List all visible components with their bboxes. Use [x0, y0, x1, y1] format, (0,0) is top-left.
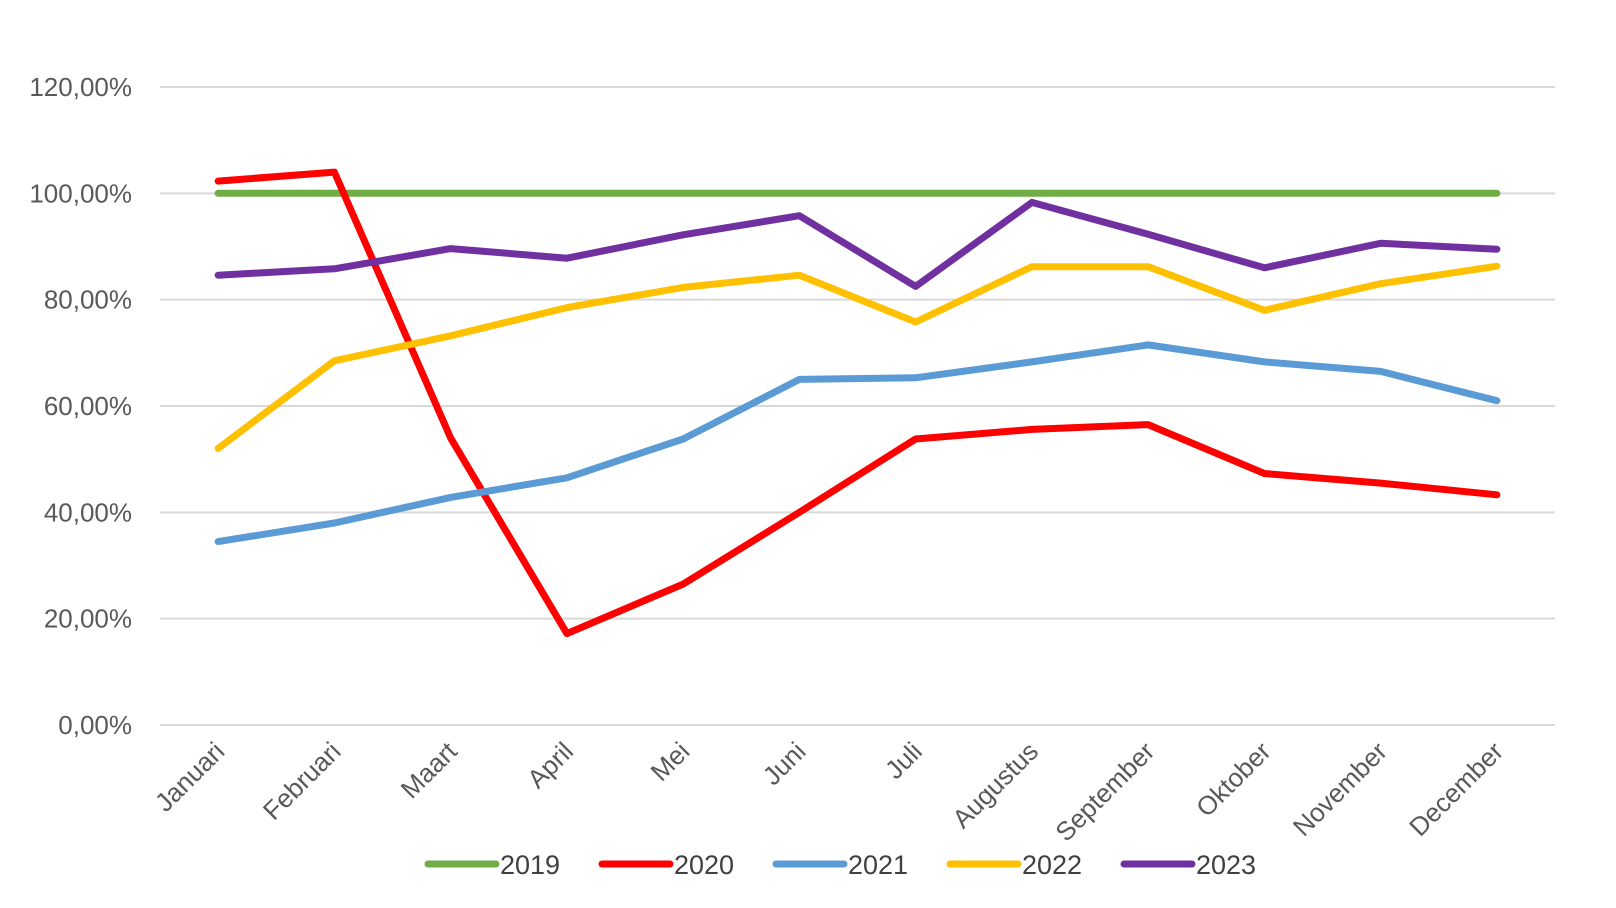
x-tick-label: Augustus [946, 736, 1044, 834]
x-tick-label: Juni [757, 736, 812, 791]
series-lines [214, 168, 1501, 638]
y-tick-label: 100,00% [29, 178, 132, 208]
legend-label-2021: 2021 [848, 850, 908, 880]
y-tick-label: 60,00% [44, 391, 132, 421]
x-tick-label: November [1287, 736, 1393, 842]
x-tick-label: Juli [879, 736, 928, 785]
y-axis-ticks: 0,00% 20,00% 40,00% 60,00% 80,00% 100,00% 120,… [29, 72, 132, 740]
x-tick-label: Januari [149, 736, 231, 818]
y-tick-label: 80,00% [44, 285, 132, 315]
y-tick-label: 40,00% [44, 497, 132, 527]
x-axis-ticks: Januari Februari Maart April Mei Juni Juli Augu… [149, 735, 1510, 847]
x-tick-label: Mei [645, 736, 696, 787]
gridlines [160, 86, 1555, 726]
x-tick-label: September [1049, 736, 1160, 847]
legend: 2019 2020 2021 2022 2023 [424, 850, 1256, 880]
series-line-2020 [214, 168, 1501, 638]
x-tick-label: April [521, 736, 579, 794]
series-line-2023 [214, 198, 1501, 290]
y-tick-label: 20,00% [44, 604, 132, 634]
legend-label-2019: 2019 [500, 850, 560, 880]
x-tick-label: Februari [257, 736, 347, 826]
series-line-2021 [214, 341, 1501, 546]
series-line-2022 [214, 262, 1501, 452]
x-tick-label: Oktober [1190, 736, 1277, 823]
y-tick-label: 0,00% [58, 710, 132, 740]
x-tick-label: Maart [395, 735, 464, 804]
legend-label-2020: 2020 [674, 850, 734, 880]
legend-label-2023: 2023 [1196, 850, 1256, 880]
legend-label-2022: 2022 [1022, 850, 1082, 880]
y-tick-label: 120,00% [29, 72, 132, 102]
x-tick-label: December [1403, 736, 1509, 842]
